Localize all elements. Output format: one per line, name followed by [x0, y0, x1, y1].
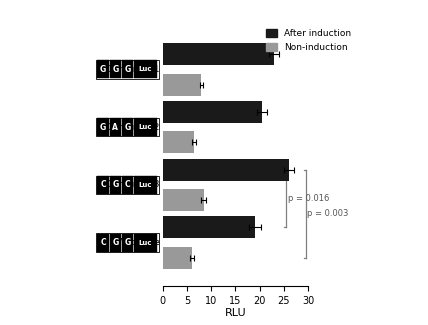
Text: G: G — [125, 123, 131, 132]
FancyBboxPatch shape — [110, 234, 121, 252]
FancyBboxPatch shape — [134, 118, 157, 136]
FancyBboxPatch shape — [122, 234, 134, 252]
Text: A: A — [113, 123, 118, 132]
Text: Construct 3: Construct 3 — [107, 180, 160, 189]
Text: Luc: Luc — [139, 240, 152, 246]
Text: Luc: Luc — [139, 124, 152, 130]
FancyBboxPatch shape — [97, 118, 109, 136]
FancyBboxPatch shape — [134, 60, 157, 78]
FancyBboxPatch shape — [97, 176, 109, 194]
X-axis label: RLU: RLU — [225, 308, 246, 318]
FancyBboxPatch shape — [96, 60, 159, 79]
Bar — [163, 189, 204, 211]
FancyBboxPatch shape — [96, 176, 159, 194]
FancyBboxPatch shape — [96, 118, 159, 136]
FancyBboxPatch shape — [96, 233, 159, 252]
Text: G: G — [125, 65, 131, 74]
Bar — [163, 247, 192, 269]
Bar — [163, 74, 202, 96]
FancyBboxPatch shape — [97, 234, 109, 252]
Text: G: G — [100, 65, 106, 74]
Text: Construct 2: Construct 2 — [107, 123, 160, 132]
Bar — [163, 159, 289, 181]
FancyBboxPatch shape — [122, 118, 134, 136]
FancyBboxPatch shape — [97, 60, 109, 78]
Text: Luc: Luc — [139, 66, 152, 72]
Text: p = 0.003: p = 0.003 — [307, 209, 348, 218]
Bar — [163, 131, 194, 153]
Text: G: G — [112, 65, 119, 74]
Text: p = 0.016: p = 0.016 — [288, 194, 329, 203]
Text: Luc: Luc — [139, 182, 152, 188]
Text: G: G — [100, 123, 106, 132]
Text: C: C — [125, 180, 131, 189]
FancyBboxPatch shape — [110, 176, 121, 194]
Text: Wild type: Wild type — [117, 238, 160, 247]
Text: C: C — [100, 180, 106, 189]
Text: C: C — [100, 238, 106, 247]
FancyBboxPatch shape — [134, 234, 157, 252]
FancyBboxPatch shape — [110, 118, 121, 136]
FancyBboxPatch shape — [122, 60, 134, 78]
Bar — [163, 101, 262, 123]
Legend: After induction, Non-induction: After induction, Non-induction — [262, 25, 354, 55]
Text: Construct 1: Construct 1 — [107, 65, 160, 74]
Bar — [163, 216, 255, 238]
FancyBboxPatch shape — [134, 176, 157, 194]
Text: G: G — [112, 180, 119, 189]
FancyBboxPatch shape — [110, 60, 121, 78]
FancyBboxPatch shape — [122, 176, 134, 194]
Bar — [163, 43, 274, 65]
Text: G: G — [112, 238, 119, 247]
Text: G: G — [125, 238, 131, 247]
